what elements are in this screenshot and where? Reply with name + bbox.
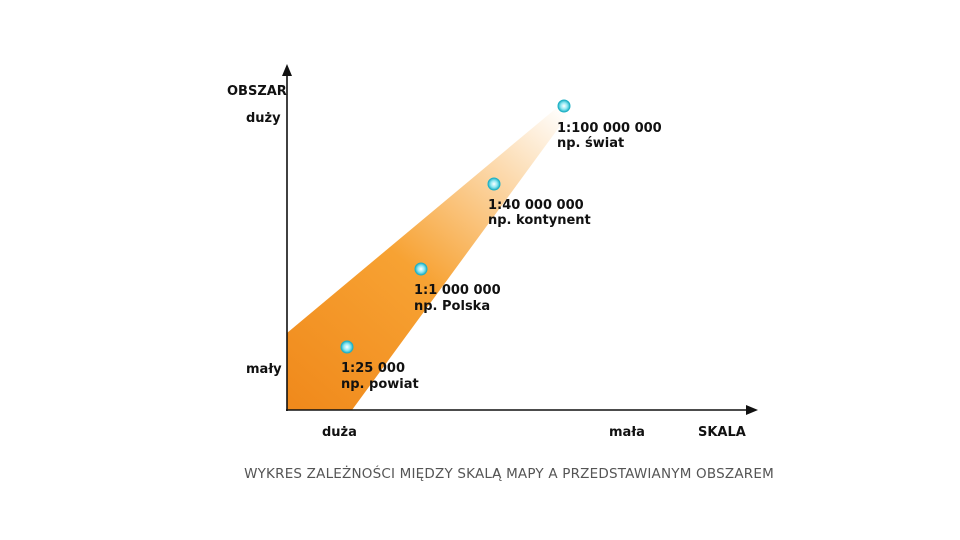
point-marker	[487, 177, 501, 191]
point-polska: 1:1 000 000 np. Polska	[414, 262, 501, 314]
scale-area-band	[287, 105, 568, 410]
point-kontynent: 1:40 000 000 np. kontynent	[487, 177, 591, 228]
point-scale-label: 1:25 000	[341, 361, 405, 376]
point-scale-label: 1:40 000 000	[488, 198, 584, 213]
point-example-label: np. świat	[557, 136, 624, 151]
x-axis-left-label: duża	[322, 425, 357, 440]
y-axis-high-label: duży	[246, 111, 281, 126]
point-example-label: np. Polska	[414, 299, 490, 314]
diagram-caption: WYKRES ZALEŻNOŚCI MIĘDZY SKALĄ MAPY A PR…	[244, 466, 774, 482]
y-axis-arrow-icon	[282, 64, 292, 76]
point-example-label: np. kontynent	[488, 213, 591, 228]
y-axis-title: OBSZAR	[227, 84, 287, 99]
x-axis-right-label: mała	[609, 425, 645, 440]
y-axis-low-label: mały	[246, 362, 282, 377]
point-marker	[340, 340, 354, 354]
point-marker	[557, 99, 571, 113]
point-scale-label: 1:1 000 000	[414, 283, 501, 298]
point-marker	[414, 262, 428, 276]
x-axis-arrow-icon	[746, 405, 758, 415]
x-axis-title: SKALA	[698, 425, 746, 440]
point-powiat: 1:25 000 np. powiat	[340, 340, 419, 392]
point-example-label: np. powiat	[341, 377, 419, 392]
point-swiat: 1:100 000 000 np. świat	[557, 99, 662, 151]
point-scale-label: 1:100 000 000	[557, 121, 662, 136]
